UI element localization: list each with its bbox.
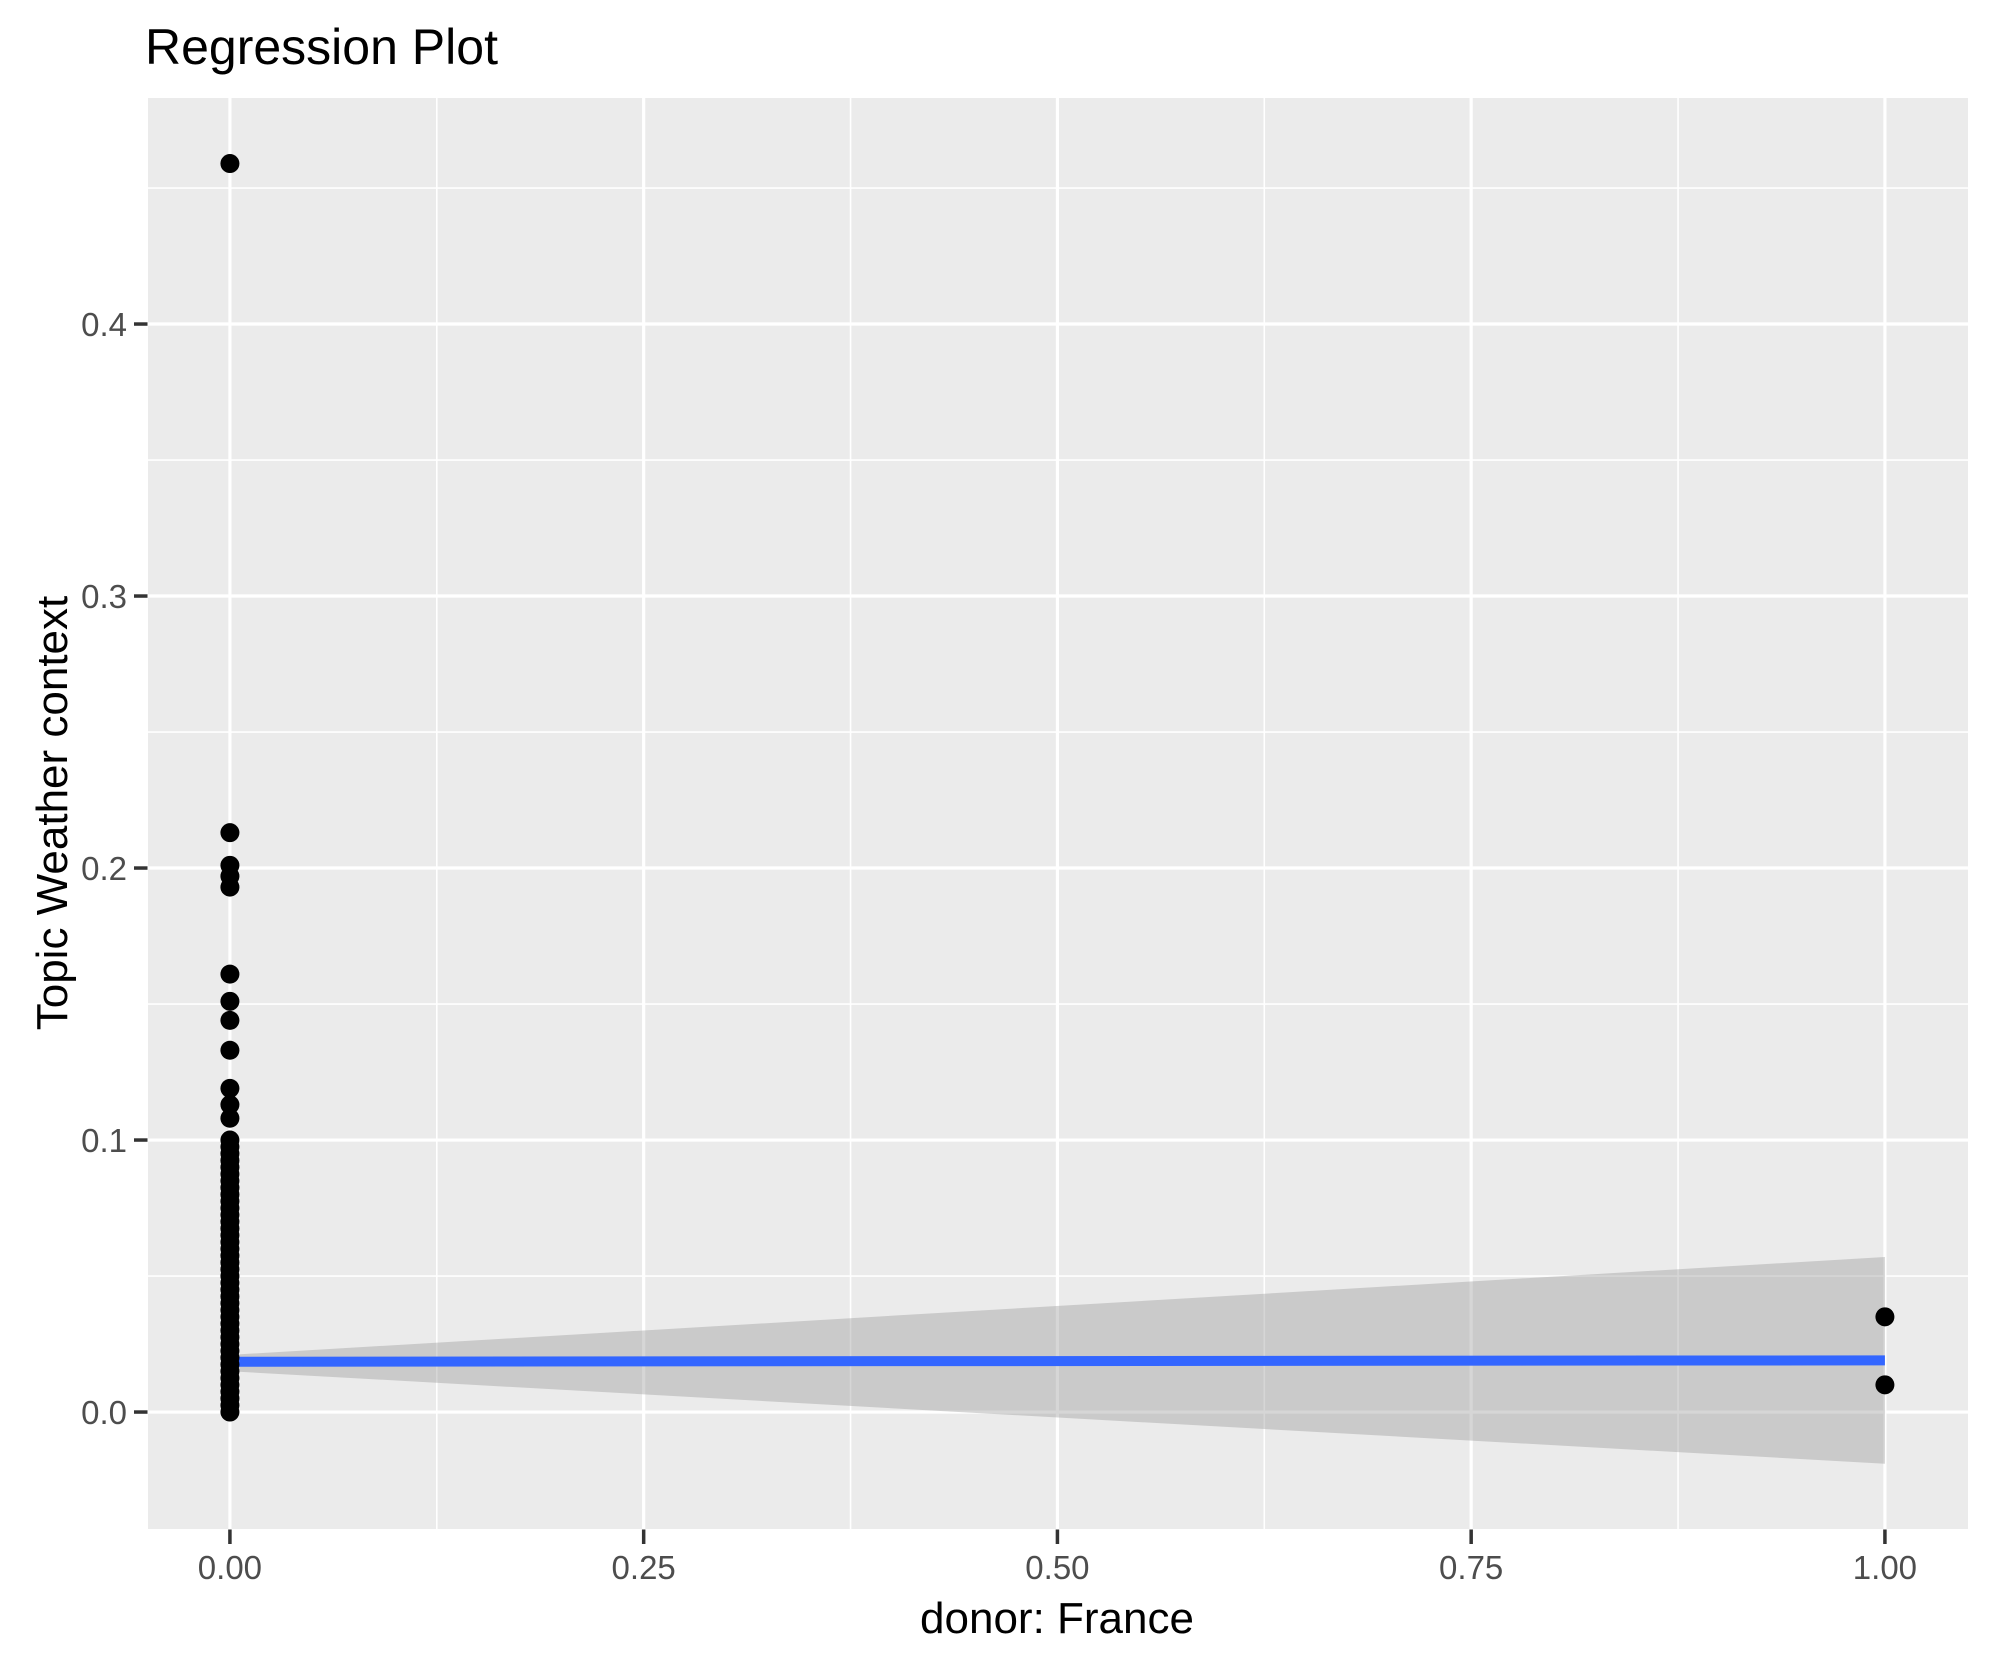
x-tick-label: 0.25 [612,1549,676,1586]
data-point [220,1108,240,1128]
data-point [220,823,240,843]
data-point [220,1402,240,1422]
y-axis-title: Topic Weather context [28,595,77,1031]
data-point [220,154,240,174]
data-point [220,877,240,897]
x-tick-label: 1.00 [1853,1549,1917,1586]
y-tick-label: 0.0 [81,1394,127,1431]
y-tick-label: 0.2 [81,850,127,887]
regression-line [229,1355,1885,1367]
y-tick-label: 0.1 [81,1122,127,1159]
data-point [1875,1307,1895,1327]
data-point [220,1078,240,1098]
x-tick-label: 0.00 [198,1549,262,1586]
data-point [220,1010,240,1030]
x-tick-label: 0.50 [1025,1549,1089,1586]
x-tick-label: 0.75 [1439,1549,1503,1586]
y-tick-label: 0.4 [81,306,127,343]
data-point [220,1095,240,1115]
x-axis-title: donor: France [920,1594,1194,1643]
plot-title: Regression Plot [145,19,498,75]
data-point [220,991,240,1011]
y-tick-label: 0.3 [81,578,127,615]
data-point [220,964,240,984]
data-point [1875,1375,1895,1395]
data-point [220,1040,240,1060]
